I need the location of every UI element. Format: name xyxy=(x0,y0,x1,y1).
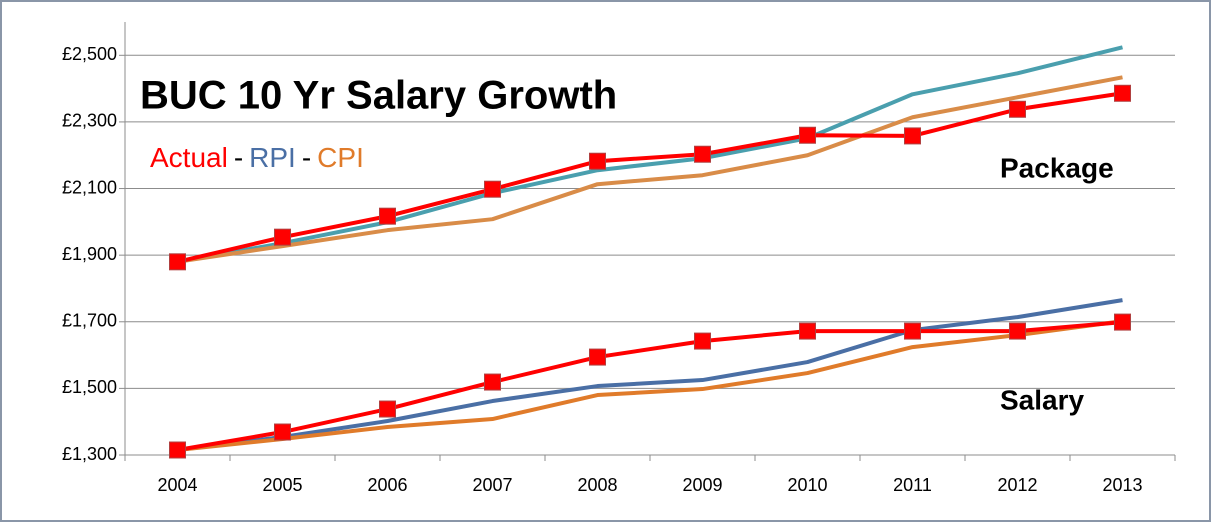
data-point xyxy=(274,228,291,246)
data-point xyxy=(169,253,186,271)
data-point xyxy=(1009,322,1026,340)
series-line xyxy=(177,91,1123,264)
x-tick-label: 2004 xyxy=(157,475,197,495)
series-line xyxy=(177,45,1123,264)
y-tick-label: £1,900 xyxy=(62,244,117,264)
data-point xyxy=(484,373,501,391)
data-point xyxy=(379,400,396,418)
x-tick-label: 2006 xyxy=(367,475,407,495)
y-tick-label: £1,700 xyxy=(62,311,117,331)
data-point xyxy=(484,180,501,198)
x-tick-label: 2011 xyxy=(893,475,932,495)
series-line xyxy=(177,319,1123,452)
legend: Actual - RPI - CPI xyxy=(150,142,364,173)
x-tick-label: 2012 xyxy=(997,475,1037,495)
legend-entry: RPI xyxy=(249,142,296,173)
data-point xyxy=(904,322,921,340)
data-point xyxy=(169,441,186,459)
data-point xyxy=(589,348,606,366)
data-point xyxy=(274,423,291,441)
data-point xyxy=(1114,84,1131,102)
legend-entry: CPI xyxy=(317,142,364,173)
y-tick-label: £2,100 xyxy=(62,177,117,197)
data-point xyxy=(904,127,921,145)
x-tick-label: 2013 xyxy=(1102,475,1142,495)
data-point xyxy=(799,322,816,340)
series-line xyxy=(177,298,1123,452)
series-line xyxy=(177,75,1123,264)
x-tick-label: 2009 xyxy=(682,475,722,495)
data-point xyxy=(379,207,396,225)
chart-title: BUC 10 Yr Salary Growth xyxy=(140,74,617,118)
data-point xyxy=(589,152,606,170)
y-tick-label: £1,300 xyxy=(62,444,117,464)
data-point xyxy=(694,332,711,350)
y-tick-label: £2,500 xyxy=(62,44,117,64)
annotation: Package xyxy=(1000,152,1114,183)
annotation: Salary xyxy=(1000,384,1084,415)
x-tick-label: 2010 xyxy=(787,475,827,495)
series-line xyxy=(177,320,1123,452)
y-tick-label: £1,500 xyxy=(62,377,117,397)
y-tick-label: £2,300 xyxy=(62,111,117,131)
legend-separator: - xyxy=(234,142,243,173)
data-point xyxy=(1009,100,1026,118)
x-tick-label: 2007 xyxy=(472,475,512,495)
legend-entry: Actual xyxy=(150,142,228,173)
legend-separator: - xyxy=(302,142,311,173)
data-point xyxy=(1114,313,1131,331)
data-point xyxy=(694,145,711,163)
data-point xyxy=(799,126,816,144)
x-tick-label: 2005 xyxy=(262,475,302,495)
x-tick-label: 2008 xyxy=(577,475,617,495)
